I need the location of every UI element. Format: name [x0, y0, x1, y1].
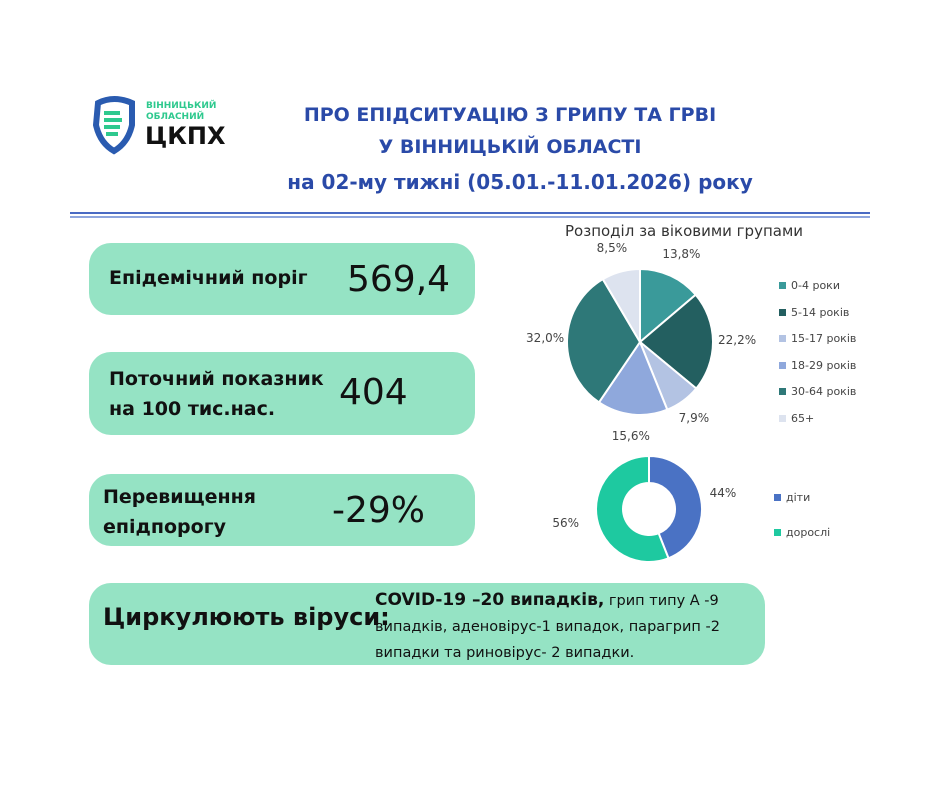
- logo-shield-icon: [92, 96, 135, 155]
- title-line1: ПРО ЕПІДСИТУАЦІЮ З ГРИПУ ТА ГРВІ: [303, 104, 717, 126]
- pie-slice: [601, 267, 641, 346]
- logo-line2: ОБЛАСНИЙ: [146, 112, 205, 122]
- card-current: Поточний показник на 100 тис.нас. 404: [89, 352, 475, 435]
- legend-swatch: [779, 335, 786, 342]
- legend-label: 5-14 років: [791, 305, 850, 319]
- viruses-covid: COVID-19 –20 випадків,: [375, 590, 605, 610]
- data-label: 15,6%: [611, 429, 650, 444]
- divider: [70, 212, 870, 214]
- legend-item: 30-64 років: [779, 385, 856, 398]
- legend-label: 0-4 роки: [791, 279, 840, 292]
- legend-item: діти: [774, 491, 810, 504]
- pie-slice: [566, 277, 642, 404]
- legend-swatch: [779, 308, 786, 316]
- legend-label: 18-29 років: [791, 358, 857, 372]
- legend-item: 0-4 роки: [779, 279, 840, 292]
- pie-slice: [638, 293, 714, 390]
- card-label: Епідемічний поріг: [109, 267, 308, 289]
- data-label: 13,8%: [662, 246, 701, 261]
- pie-slice: [639, 267, 698, 345]
- logo-text: ВІННИЦЬКИЙ ОБЛАСНИЙ: [146, 101, 216, 123]
- logo-line1: ВІННИЦЬКИЙ: [146, 101, 217, 111]
- card-label: Поточний показник на 100 тис.нас.: [109, 368, 324, 420]
- data-label: 22,2%: [717, 333, 757, 348]
- card-value: -29%: [332, 490, 426, 531]
- legend-item: 5-14 років: [779, 306, 849, 319]
- viruses-label: Циркулюють віруси:: [103, 603, 390, 631]
- pie-slice: [597, 339, 669, 416]
- legend-label: дорослі: [786, 526, 831, 539]
- title-line3: на 02-му тижні (05.01.-11.01.2026) року: [287, 170, 753, 194]
- card-excess: Перевищення епідпорогу -29%: [89, 474, 475, 546]
- card-value: 404: [339, 372, 408, 413]
- legend-item: дорослі: [774, 526, 830, 539]
- legend-swatch: [779, 414, 786, 422]
- data-label: 8,5%: [596, 241, 628, 256]
- viruses-text: COVID-19 –20 випадків, грип типу А -9 ви…: [375, 587, 760, 666]
- data-label: 56%: [552, 515, 580, 530]
- data-label: 44%: [709, 486, 737, 500]
- pie-title: Розподіл за віковими групами: [565, 222, 804, 240]
- legend-item: 18-29 років: [779, 359, 856, 372]
- card-label: Перевищення епідпорогу: [103, 486, 256, 538]
- legend-label: 65+: [791, 411, 815, 425]
- legend-label: 15-17 років: [791, 332, 857, 345]
- pie-slice: [595, 454, 670, 563]
- legend-swatch: [779, 388, 786, 395]
- logo-name: ЦКПХ: [145, 122, 226, 150]
- legend-item: 15-17 років: [779, 332, 856, 345]
- legend-label: діти: [786, 491, 811, 504]
- data-label: 7,9%: [678, 411, 710, 426]
- pie-slice: [648, 454, 703, 560]
- legend-swatch: [774, 529, 781, 536]
- legend-item: 65+: [779, 412, 814, 425]
- card-value: 569,4: [347, 259, 451, 300]
- divider: [70, 216, 870, 218]
- title-line2: У ВІННИЦЬКІЙ ОБЛАСТІ: [378, 136, 642, 158]
- card-threshold: Епідемічний поріг 569,4: [89, 243, 475, 315]
- legend-swatch: [779, 361, 786, 369]
- card-viruses: Циркулюють віруси: COVID-19 –20 випадків…: [89, 583, 765, 665]
- viruses-rest: грип типу А -9 випадків, аденовірус-1 ви…: [375, 593, 720, 661]
- legend-swatch: [779, 282, 786, 289]
- data-label: 32,0%: [526, 330, 565, 345]
- legend-swatch: [774, 494, 781, 501]
- legend-label: 30-64 років: [791, 385, 857, 398]
